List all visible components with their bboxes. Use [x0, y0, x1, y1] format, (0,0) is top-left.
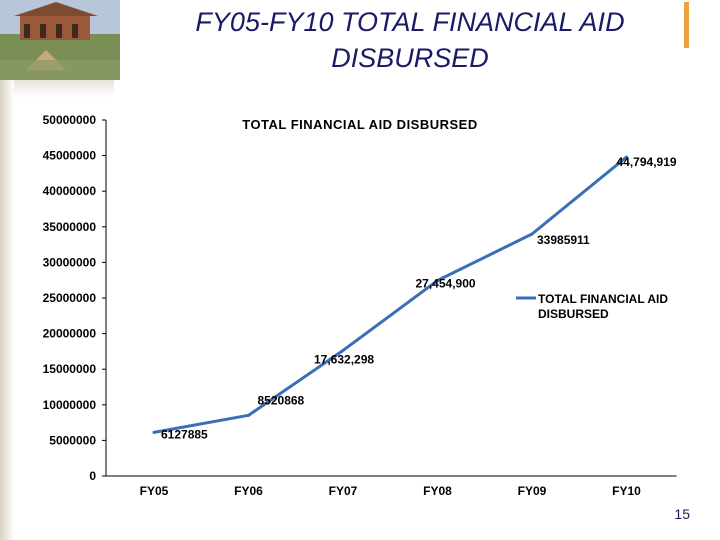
accent-bar: [684, 2, 689, 48]
y-tick-label: 25000000: [43, 291, 97, 305]
slide-title-line-2: DISBURSED: [331, 43, 489, 73]
slide-title: FY05-FY10 TOTAL FINANCIAL AID DISBURSED: [130, 4, 690, 76]
data-label: 6127885: [161, 427, 208, 441]
data-point: [341, 348, 345, 352]
data-label: 17,632,298: [314, 352, 374, 366]
y-tick-label: 5000000: [49, 433, 96, 447]
data-label: 44,794,919: [617, 155, 677, 169]
chart-series: [152, 155, 628, 434]
data-label: 8520868: [258, 393, 305, 407]
data-point: [247, 413, 250, 417]
legend-label-line-1: TOTAL FINANCIAL AID: [538, 292, 668, 306]
y-tick-label: 20000000: [43, 327, 97, 341]
series-line: [153, 155, 628, 434]
chart-axes: [102, 119, 677, 477]
data-point: [436, 279, 439, 283]
x-tick-label: FY06: [234, 484, 263, 498]
data-label: 27,454,900: [416, 277, 476, 291]
slide-title-line-1: FY05-FY10 TOTAL FINANCIAL AID: [195, 7, 625, 37]
chart-title: TOTAL FINANCIAL AID DISBURSED: [242, 117, 478, 132]
y-tick-label: 0: [89, 469, 96, 483]
y-tick-label: 35000000: [43, 220, 97, 234]
x-tick-label: FY09: [518, 484, 547, 498]
data-label: 33985911: [537, 233, 590, 247]
header-band: [120, 0, 720, 80]
data-point: [152, 430, 156, 434]
data-labels: 6127885 8520868 17,632,298 27,454,900 339859…: [161, 155, 677, 441]
side-strip: [0, 80, 14, 540]
x-tick-labels: FY05 FY06 FY07 FY08 FY09 FY10: [140, 484, 642, 498]
page-number: 15: [674, 506, 690, 522]
y-tick-label: 45000000: [43, 149, 97, 163]
top-rule: [14, 80, 114, 98]
data-point: [530, 232, 534, 236]
y-tick-label: 15000000: [43, 362, 97, 376]
data-point: [625, 155, 628, 159]
y-tick-label: 40000000: [43, 184, 97, 198]
y-tick-labels: 0 5000000 10000000 15000000 20000000 25000000…: [43, 113, 97, 483]
x-tick-label: FY07: [329, 484, 358, 498]
y-tick-label: 50000000: [43, 113, 97, 127]
y-tick-label: 10000000: [43, 398, 97, 412]
y-tick-label: 30000000: [43, 255, 97, 269]
campus-building-photo: [0, 0, 120, 80]
x-tick-label: FY05: [140, 484, 169, 498]
x-tick-label: FY08: [423, 484, 452, 498]
x-tick-label: FY10: [612, 484, 641, 498]
legend-label-line-2: DISBURSED: [538, 307, 609, 321]
